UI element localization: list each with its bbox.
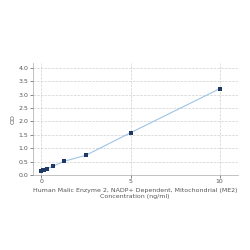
Point bbox=[218, 87, 222, 91]
Point bbox=[45, 166, 49, 170]
Point bbox=[42, 168, 46, 172]
Point bbox=[41, 168, 45, 172]
Point bbox=[40, 169, 44, 173]
Point bbox=[128, 131, 132, 135]
X-axis label: Human Malic Enzyme 2, NADP+ Dependent, Mitochondrial (ME2)
Concentration (ng/ml): Human Malic Enzyme 2, NADP+ Dependent, M… bbox=[33, 188, 237, 199]
Point bbox=[62, 160, 66, 164]
Point bbox=[50, 164, 54, 168]
Point bbox=[84, 153, 88, 157]
Y-axis label: OD: OD bbox=[11, 114, 16, 124]
